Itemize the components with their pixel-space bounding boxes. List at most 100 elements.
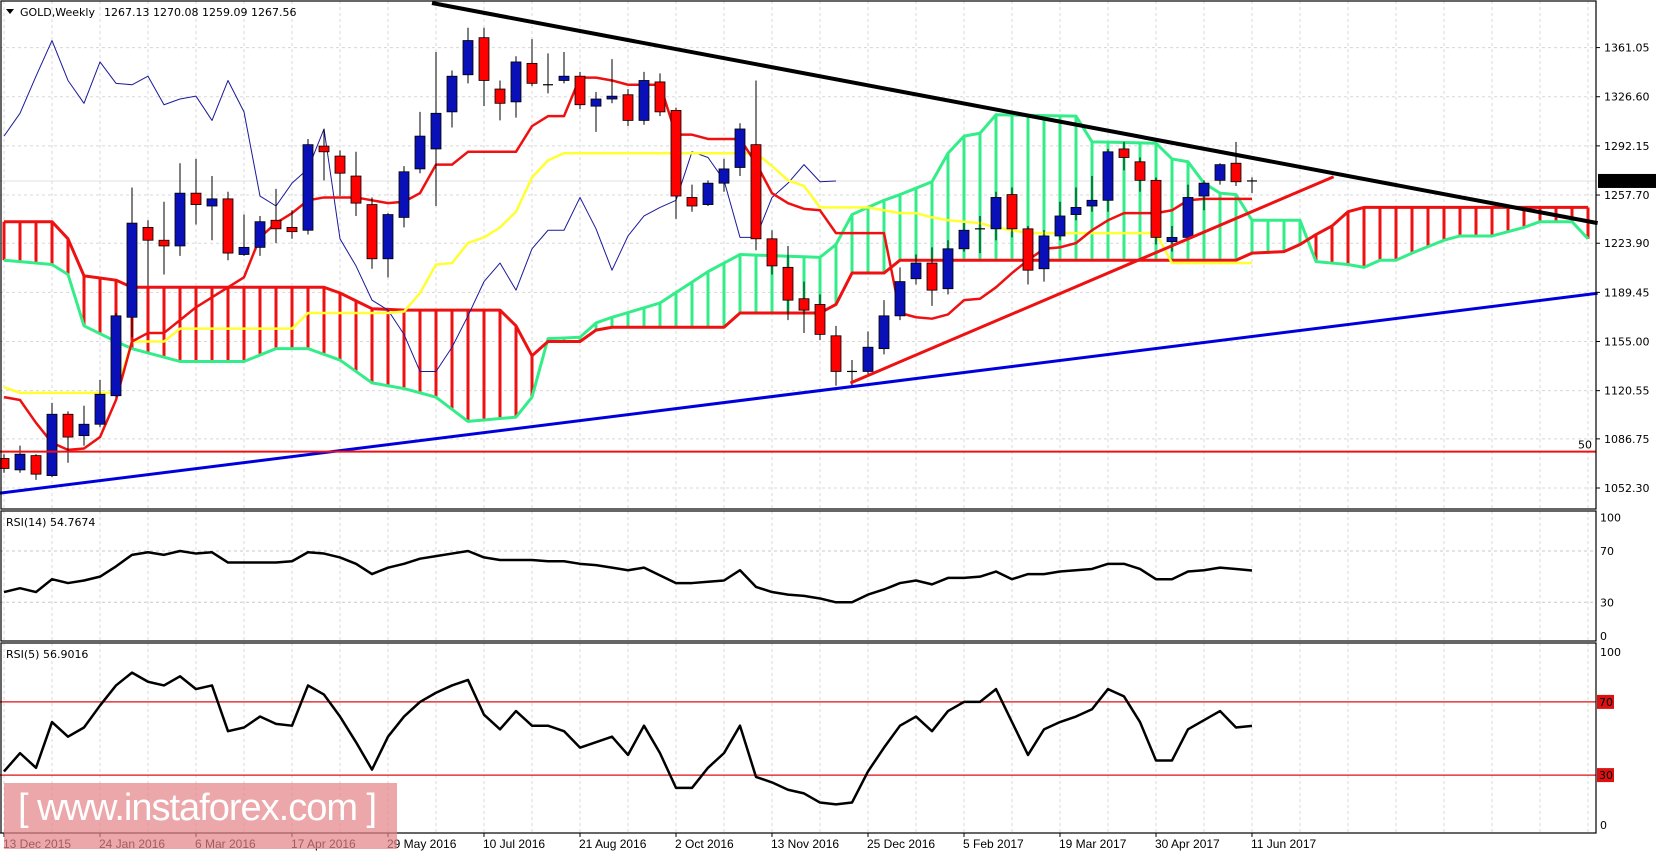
- date-tick-label: 10 Jul 2016: [483, 837, 545, 851]
- candle-body: [910, 262, 922, 280]
- candle-body: [1102, 151, 1114, 201]
- candle-body: [174, 192, 186, 247]
- candle-body: [558, 75, 570, 81]
- candle-body: [1086, 199, 1098, 207]
- candle-body: [1054, 215, 1066, 237]
- rsi14-tick-label: 0: [1600, 630, 1607, 643]
- candle-body: [926, 262, 938, 291]
- senkou-span-b-line: [4, 205, 1588, 358]
- candle-body: [254, 221, 266, 248]
- candle-body: [1006, 194, 1018, 230]
- price-tick-label: 1052.30: [1604, 482, 1650, 495]
- candle-body: [1198, 182, 1210, 197]
- rsi5-title: RSI(5) 56.9016: [6, 648, 88, 661]
- candle-body: [222, 198, 234, 254]
- panel-frame: [0, 0, 1597, 510]
- candle-body: [622, 94, 634, 121]
- rsi14-tick-label: 30: [1600, 596, 1614, 609]
- candle-body: [478, 37, 490, 81]
- candle-body: [750, 144, 762, 240]
- candle-body: [350, 175, 362, 204]
- fib-level-label: 50: [1578, 439, 1592, 452]
- candle-body: [862, 346, 874, 372]
- price-tick-label: 1155.00: [1604, 336, 1650, 349]
- candle-body: [1182, 197, 1194, 238]
- rsi14-title: RSI(14) 54.7674: [6, 516, 95, 529]
- rsi14-tick-label: 70: [1600, 545, 1614, 558]
- candle-body: [14, 453, 26, 471]
- candle-body: [942, 248, 954, 290]
- date-tick-label: 2 Oct 2016: [675, 837, 734, 851]
- date-tick-label: 13 Nov 2016: [771, 837, 839, 851]
- date-tick-label: 30 Apr 2017: [1155, 837, 1220, 851]
- candle-body: [1214, 164, 1226, 181]
- chart-header-ohlc: 1267.13 1270.08 1259.09 1267.56: [104, 6, 296, 19]
- candle-body: [894, 281, 906, 317]
- candle-body: [366, 204, 378, 260]
- candle-body: [78, 423, 90, 437]
- senkou-span-a-line: [3, 113, 1590, 423]
- candle-body: [766, 238, 778, 267]
- rsi5-level-badge: [1597, 694, 1614, 709]
- candle-body: [782, 266, 794, 301]
- trendline-red: [849, 175, 1335, 385]
- candle-body: [1150, 179, 1162, 238]
- candle-body: [1230, 162, 1242, 183]
- candle-body: [1038, 235, 1050, 270]
- candle-body: [990, 197, 1002, 230]
- candle-body: [302, 144, 314, 231]
- candle-body: [1022, 228, 1034, 271]
- candle-body: [958, 229, 970, 250]
- candle-body: [878, 315, 890, 350]
- trendline-blue: [0, 291, 1598, 495]
- candle-body: [430, 112, 442, 150]
- date-tick-label: 5 Feb 2017: [963, 837, 1024, 851]
- price-tick-label: 1257.70: [1604, 189, 1650, 202]
- watermark-logo: [ www.instaforex.com ]: [4, 783, 397, 849]
- rsi5-level-badge-label: 30: [1599, 769, 1613, 782]
- date-tick-label: 21 Aug 2016: [579, 837, 647, 851]
- grid: [0, 1, 1596, 833]
- candle-body: [1118, 148, 1130, 158]
- date-tick-label: 29 May 2016: [387, 837, 457, 851]
- candle-body: [638, 80, 650, 121]
- candle-body: [590, 98, 602, 107]
- candle-body: [702, 182, 714, 205]
- chart-header-symbol: GOLD,Weekly: [20, 6, 95, 19]
- rsi-panels: [0, 549, 1596, 806]
- price-tick-label: 1086.75: [1604, 433, 1650, 446]
- current-price-label: 1267.56: [1602, 175, 1648, 188]
- rsi5-tick-label: 0: [1600, 819, 1607, 832]
- price-tick-label: 1361.05: [1604, 42, 1650, 55]
- price-tick-label: 1189.45: [1604, 286, 1650, 299]
- candle-body: [1166, 236, 1178, 243]
- candle-body: [1134, 161, 1146, 181]
- collapse-triangle-icon[interactable]: [6, 9, 14, 14]
- candle-body: [574, 75, 586, 106]
- candle-body: [654, 81, 666, 113]
- candle-body: [190, 192, 202, 205]
- candle-body: [0, 458, 10, 469]
- candle-body: [414, 135, 426, 170]
- rsi14-tick-label: 100: [1600, 512, 1621, 525]
- date-tick-label: 25 Dec 2016: [867, 837, 935, 851]
- candle-body: [446, 75, 458, 113]
- candle-body: [814, 304, 826, 335]
- candle-body: [30, 455, 42, 475]
- rsi5-line: [3, 671, 1253, 806]
- rsi5-level-badge: [1597, 768, 1614, 783]
- candle-body: [158, 239, 170, 247]
- candle-body: [238, 246, 250, 255]
- watermark-text: [ www.instaforex.com ]: [18, 787, 377, 829]
- candle-body: [670, 110, 682, 197]
- trendlines: 50: [0, 1, 1598, 495]
- candle-body: [46, 413, 58, 476]
- rsi14-line: [3, 549, 1253, 604]
- candle-body: [334, 155, 346, 174]
- panel-frames: [0, 0, 1597, 834]
- candle-body: [606, 95, 618, 100]
- price-tick-label: 1223.90: [1604, 237, 1650, 250]
- candle-body: [270, 219, 282, 230]
- candle-body: [718, 168, 730, 184]
